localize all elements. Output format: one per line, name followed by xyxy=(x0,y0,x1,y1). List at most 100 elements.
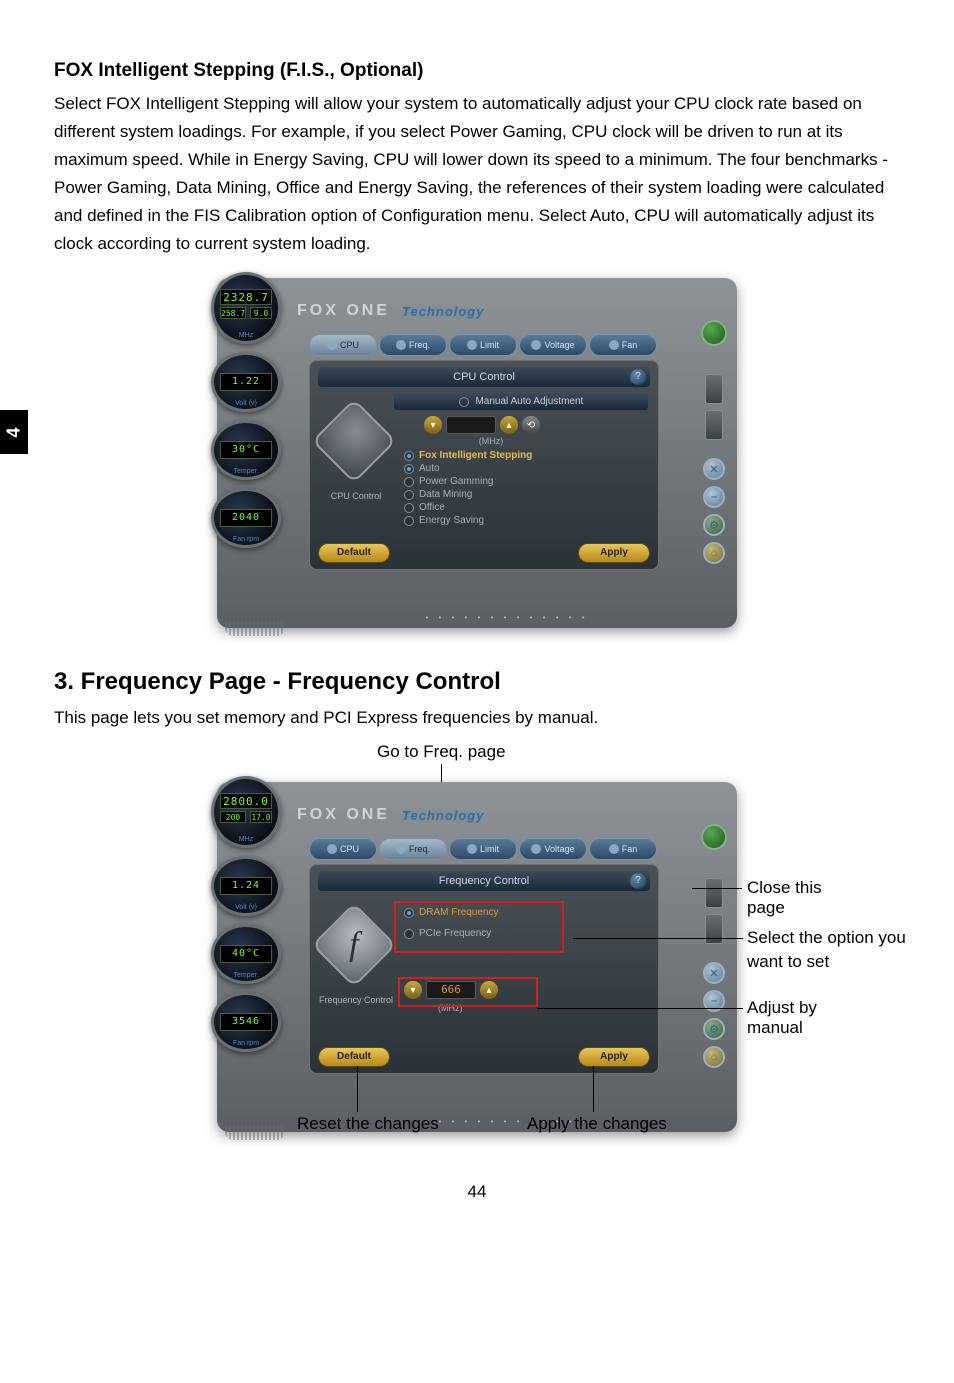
skin-slot[interactable] xyxy=(705,914,723,944)
tab-fan[interactable]: Fan xyxy=(589,334,657,356)
gauge-readout: 2800.0 xyxy=(220,793,272,809)
tab-freq[interactable]: Freq. xyxy=(379,838,447,860)
option-label: Data Mining xyxy=(419,489,472,500)
close-icon[interactable]: ✕ xyxy=(703,962,725,984)
gauge-fan: 3546 Fan rpm xyxy=(211,992,281,1052)
option-power-gaming[interactable]: Power Gamming xyxy=(404,476,648,487)
annot-goto-freq: Go to Freq. page xyxy=(377,742,506,762)
option-energy-saving[interactable]: Energy Saving xyxy=(404,515,648,526)
annot-reset: Reset the changes xyxy=(297,1114,439,1134)
option-office[interactable]: Office xyxy=(404,502,648,513)
annot-adjust: Adjust by manual xyxy=(747,998,837,1038)
side-gauges: 2800.0 200 17.0 MHz 1.24 Volt (v) 40°C T… xyxy=(211,776,291,1052)
fan-icon xyxy=(609,844,619,854)
minimize-icon[interactable]: – xyxy=(703,486,725,508)
chapter-side-tab: 4 xyxy=(0,410,28,454)
gauge-label: Volt (v) xyxy=(214,400,278,407)
tab-label: CPU xyxy=(340,340,359,350)
option-label: Office xyxy=(419,502,445,513)
foxone-window-freq: 2800.0 200 17.0 MHz 1.24 Volt (v) 40°C T… xyxy=(217,782,737,1132)
frequency-control-panel: Frequency Control ? f Frequency Control … xyxy=(309,864,659,1074)
gauge-cpu-freq: 2328.7 258.7 9.0 MHz xyxy=(211,272,281,344)
option-data-mining[interactable]: Data Mining xyxy=(404,489,648,500)
app-logo: FOX ONE Technology xyxy=(297,800,697,830)
decorative-dots: • • • • • • • • • • • • • xyxy=(337,613,677,622)
panel-icon-label: Frequency Control xyxy=(318,995,394,1005)
tab-fan[interactable]: Fan xyxy=(589,838,657,860)
fis-option[interactable]: Fox Intelligent Stepping xyxy=(404,450,648,461)
tab-label: Freq. xyxy=(409,844,430,854)
sub-header: Manual Auto Adjustment xyxy=(394,393,648,410)
default-button[interactable]: Default xyxy=(318,543,390,563)
fis-body-text: Select FOX Intelligent Stepping will all… xyxy=(54,90,900,258)
option-label: Energy Saving xyxy=(419,515,484,526)
power-orb-icon[interactable] xyxy=(701,320,727,346)
figure-frequency-control: Go to Freq. page 2800.0 200 17.0 MHz 1.2… xyxy=(117,742,837,1142)
option-auto[interactable]: Auto xyxy=(404,463,648,474)
page-number: 44 xyxy=(54,1182,900,1202)
option-label: Power Gamming xyxy=(419,476,493,487)
gauge-label: Temper. xyxy=(214,972,278,979)
decrease-button[interactable]: ▾ xyxy=(424,416,442,434)
apply-button[interactable]: Apply xyxy=(578,543,650,563)
fis-option-label: Fox Intelligent Stepping xyxy=(419,450,532,461)
gauge-readout: 9.0 xyxy=(250,307,272,319)
increase-button[interactable]: ▴ xyxy=(500,416,518,434)
tab-label: Fan xyxy=(622,340,638,350)
gauge-readout: 1.22 xyxy=(220,373,272,391)
gauge-label: Temper. xyxy=(214,468,278,475)
tab-cpu[interactable]: CPU xyxy=(309,334,377,356)
radio-power-gaming[interactable] xyxy=(404,477,414,487)
help-icon[interactable]: ? xyxy=(630,873,646,889)
panel-icon-label: CPU Control xyxy=(318,491,394,501)
home-icon[interactable]: ⌂ xyxy=(703,1046,725,1068)
gauge-readout: 3546 xyxy=(220,1013,272,1031)
radio-fis[interactable] xyxy=(404,451,414,461)
gauge-temperature: 40°C Temper. xyxy=(211,924,281,984)
skin-slot[interactable] xyxy=(705,878,723,908)
fis-heading: FOX Intelligent Stepping (F.I.S., Option… xyxy=(54,60,900,82)
voltage-icon xyxy=(531,844,541,854)
freq-icon xyxy=(396,340,406,350)
gauge-readout: 1.24 xyxy=(220,877,272,895)
default-button[interactable]: Default xyxy=(318,1047,390,1067)
config-icon[interactable]: ⚙ xyxy=(703,1018,725,1040)
radio-data-mining[interactable] xyxy=(404,490,414,500)
tab-label: Limit xyxy=(480,844,499,854)
power-orb-icon[interactable] xyxy=(701,824,727,850)
radio-energy-saving[interactable] xyxy=(404,516,414,526)
sub-header-text: Manual Auto Adjustment xyxy=(475,396,583,407)
skin-slot[interactable] xyxy=(705,374,723,404)
callout-red-box-options xyxy=(394,901,564,953)
tab-limit[interactable]: Limit xyxy=(449,334,517,356)
close-icon[interactable]: ✕ xyxy=(703,458,725,480)
apply-button[interactable]: Apply xyxy=(578,1047,650,1067)
skin-slot[interactable] xyxy=(705,410,723,440)
config-icon[interactable]: ⚙ xyxy=(703,514,725,536)
freq-value xyxy=(446,416,496,434)
help-icon[interactable]: ? xyxy=(630,369,646,385)
gauge-fan: 2040 Fan rpm xyxy=(211,488,281,548)
radio-pcie[interactable] xyxy=(404,929,414,939)
unit-label: (MHz) xyxy=(334,436,648,446)
tab-label: Fan xyxy=(622,844,638,854)
tab-voltage[interactable]: Voltage xyxy=(519,838,587,860)
panel-title-text: Frequency Control xyxy=(439,875,530,887)
radio-manual-auto[interactable] xyxy=(459,397,469,407)
home-icon[interactable]: ⌂ xyxy=(703,542,725,564)
reset-stepper-icon[interactable]: ⟲ xyxy=(522,416,540,434)
radio-auto[interactable] xyxy=(404,464,414,474)
radio-office[interactable] xyxy=(404,503,414,513)
tab-freq[interactable]: Freq. xyxy=(379,334,447,356)
tab-limit[interactable]: Limit xyxy=(449,838,517,860)
panel-body: DRAM Frequency PCIe Frequency ▾ 666 ▴ (M… xyxy=(394,905,648,1037)
section3-body: This page lets you set memory and PCI Ex… xyxy=(54,704,900,732)
annot-line xyxy=(593,1066,594,1112)
decorative-shadow xyxy=(219,622,299,642)
tab-voltage[interactable]: Voltage xyxy=(519,334,587,356)
tab-cpu[interactable]: CPU xyxy=(309,838,377,860)
tab-label: CPU xyxy=(340,844,359,854)
brand-tag: Technology xyxy=(402,808,484,823)
figure-cpu-control: 2328.7 258.7 9.0 MHz 1.22 Volt (v) 30°C … xyxy=(54,278,900,628)
tab-label: Voltage xyxy=(544,844,574,854)
